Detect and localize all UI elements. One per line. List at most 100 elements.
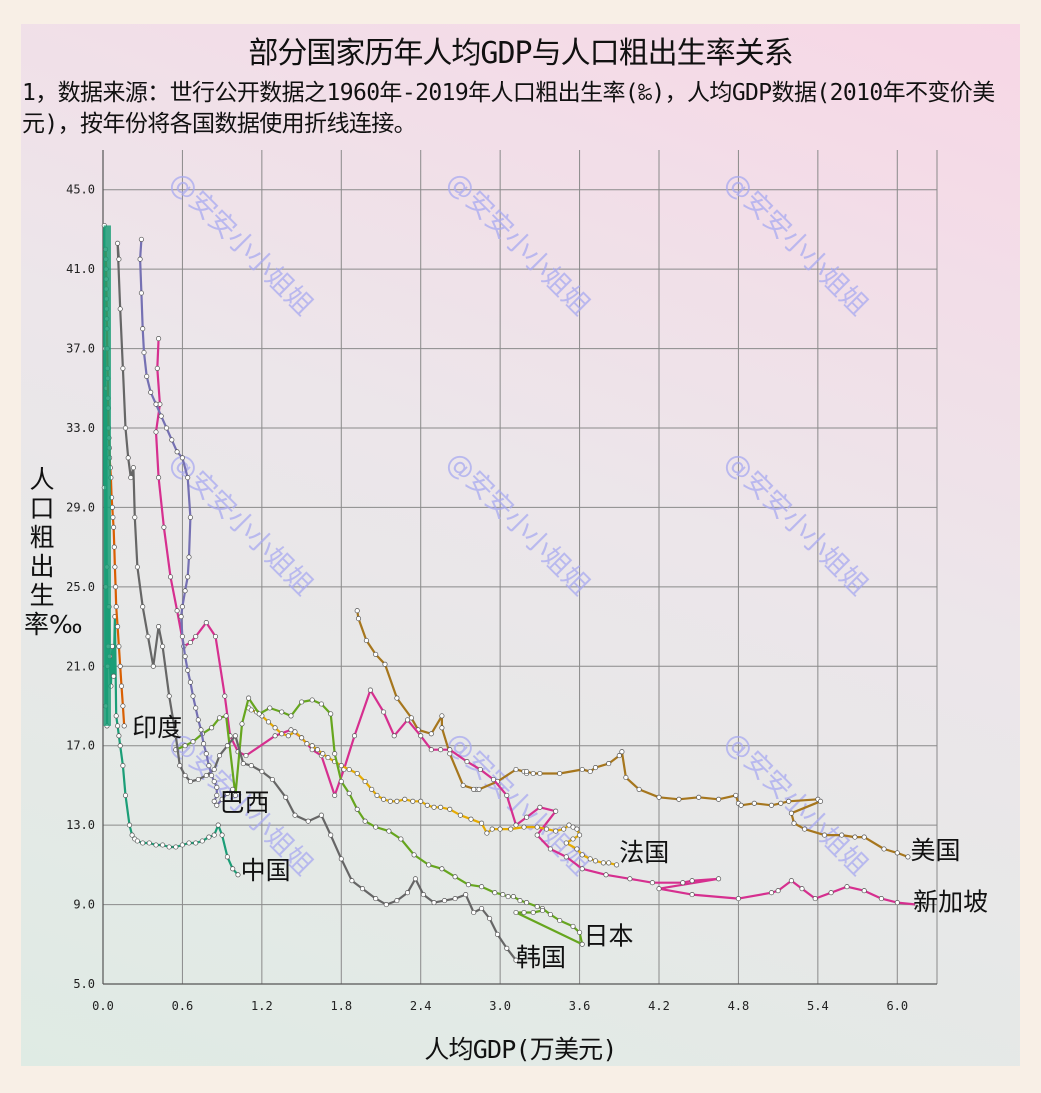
data-point — [579, 852, 585, 858]
data-point — [537, 804, 543, 810]
data-point — [113, 604, 119, 610]
data-point — [426, 862, 432, 868]
data-point — [394, 695, 400, 701]
data-point — [116, 643, 122, 649]
data-point — [418, 798, 424, 804]
data-point — [169, 437, 175, 443]
data-point — [489, 826, 495, 832]
data-point — [464, 759, 470, 765]
data-point — [391, 733, 397, 739]
data-point — [497, 826, 503, 832]
data-point — [211, 766, 217, 773]
y-tick-label: 25.0 — [66, 580, 95, 594]
data-point — [619, 749, 625, 755]
data-point — [288, 727, 294, 733]
data-point — [140, 840, 146, 846]
data-point — [346, 790, 352, 796]
data-point — [431, 900, 437, 906]
data-point — [187, 778, 193, 785]
data-point — [203, 772, 209, 779]
watermarks: @安安小小姐姐@安安小小姐姐@安安小小姐姐@安安小小姐姐@安安小小姐姐@安安小小… — [163, 166, 874, 882]
data-point — [428, 747, 434, 753]
data-point — [547, 846, 553, 852]
data-point — [187, 514, 193, 520]
series-lines — [101, 222, 920, 963]
data-point — [160, 842, 166, 848]
data-point — [156, 475, 162, 481]
data-point — [386, 828, 392, 834]
data-point — [387, 798, 393, 804]
watermark-text: @安安小小姐姐 — [440, 726, 596, 882]
data-point — [500, 892, 506, 898]
data-point — [577, 929, 583, 935]
data-point — [402, 796, 408, 802]
data-point — [161, 524, 167, 530]
data-point — [338, 763, 344, 769]
data-point — [381, 709, 387, 715]
data-point — [179, 455, 185, 461]
data-point — [305, 818, 311, 824]
x-tick-label: 6.0 — [886, 999, 908, 1013]
data-point — [230, 866, 236, 872]
data-point — [113, 713, 119, 719]
data-point — [716, 876, 722, 882]
data-point — [113, 584, 119, 590]
data-point — [530, 770, 536, 777]
data-point — [505, 894, 511, 900]
data-point — [206, 834, 212, 840]
country-label: 美国 — [911, 836, 961, 865]
data-point — [134, 564, 140, 570]
data-point — [616, 753, 622, 759]
data-point — [539, 907, 546, 914]
data-point — [513, 909, 519, 916]
data-point — [112, 564, 118, 570]
data-point — [735, 896, 741, 902]
data-point — [689, 892, 695, 898]
data-point — [186, 840, 192, 846]
data-point — [212, 633, 219, 640]
series-line — [139, 239, 234, 807]
series-line — [116, 242, 517, 961]
data-point — [214, 802, 220, 808]
data-point — [479, 820, 485, 826]
chart-title: 部分国家历年人均GDP与人口粗出生率关系 — [248, 36, 793, 71]
data-point — [166, 844, 172, 850]
country-label: 巴西 — [219, 788, 269, 817]
data-point — [521, 909, 527, 916]
data-point — [328, 711, 334, 717]
data-point — [140, 604, 146, 610]
data-point — [778, 800, 784, 806]
data-point — [799, 886, 805, 892]
data-point — [134, 838, 140, 844]
data-point — [508, 826, 514, 832]
y-tick-label: 37.0 — [66, 342, 95, 356]
data-point — [894, 850, 900, 856]
data-point — [362, 778, 368, 785]
data-point — [468, 816, 474, 822]
data-point — [190, 739, 196, 745]
data-point — [279, 709, 285, 715]
data-point — [373, 824, 379, 830]
data-point — [288, 713, 294, 719]
series-1 — [153, 336, 920, 908]
data-point — [592, 858, 599, 864]
data-point — [182, 653, 188, 659]
y-tick-label: 9.0 — [73, 898, 95, 912]
data-point — [193, 633, 199, 640]
data-point — [394, 798, 400, 804]
data-point — [861, 834, 867, 840]
data-point — [362, 818, 368, 824]
x-axis-label: 人均GDP(万美元) — [424, 1035, 617, 1064]
data-point — [636, 786, 642, 792]
data-point — [325, 755, 331, 761]
data-point — [844, 884, 850, 890]
data-point — [524, 900, 530, 906]
data-point — [504, 945, 510, 951]
data-point — [828, 890, 834, 896]
data-point — [408, 715, 414, 721]
data-point — [504, 792, 510, 798]
data-point — [214, 784, 220, 790]
y-tick-label: 21.0 — [66, 659, 95, 673]
data-point — [193, 840, 199, 846]
